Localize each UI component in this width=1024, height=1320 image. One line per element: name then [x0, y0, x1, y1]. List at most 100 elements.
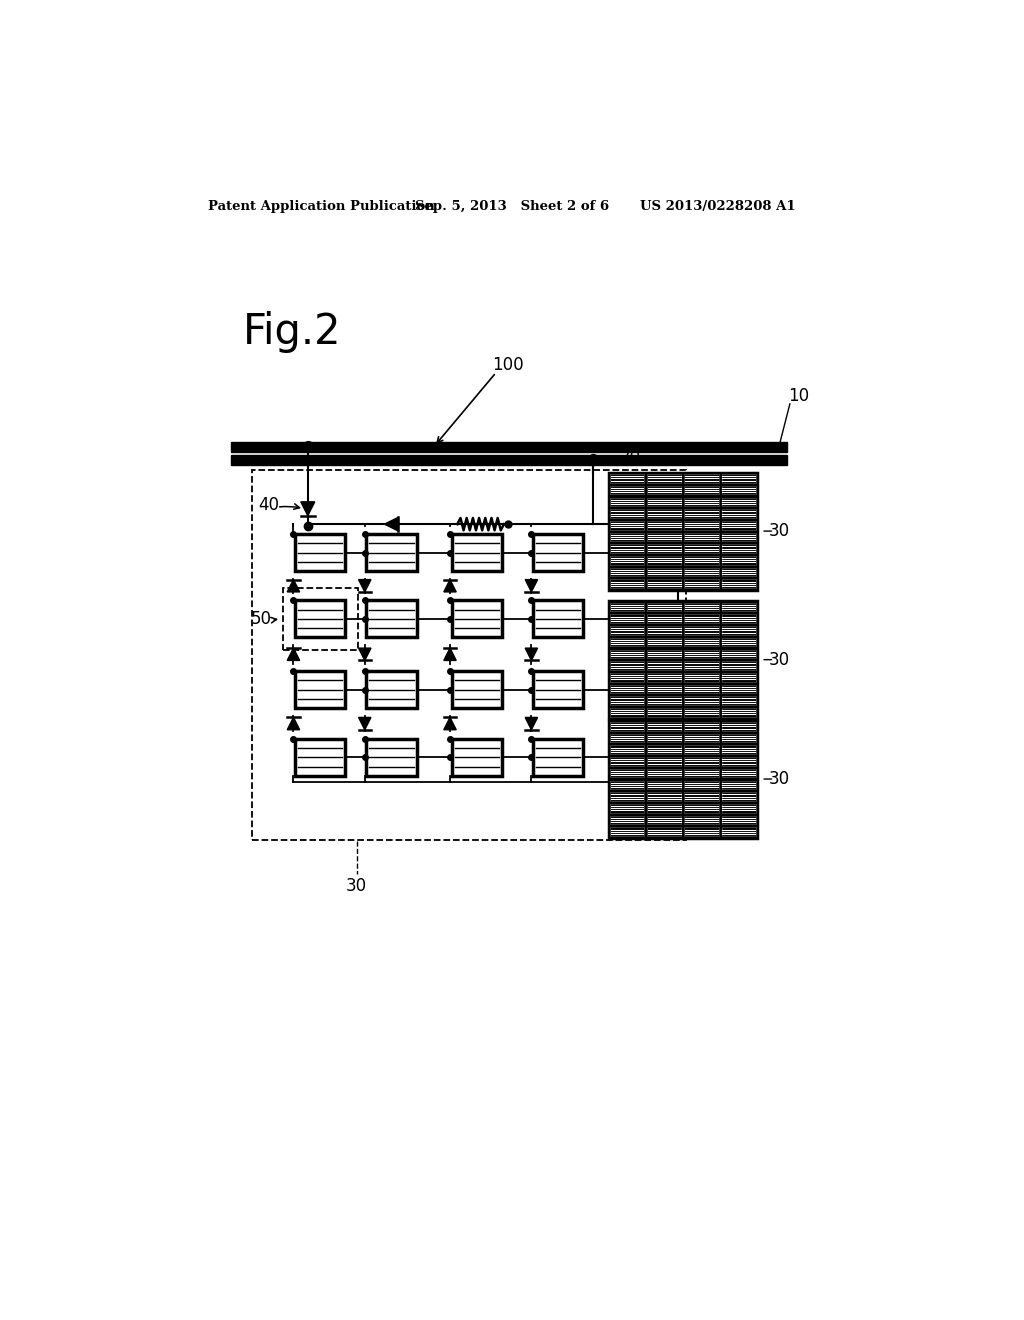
Bar: [452, 671, 502, 708]
Bar: [722, 828, 756, 836]
Bar: [610, 768, 644, 777]
Bar: [722, 626, 756, 635]
Bar: [608, 721, 758, 838]
Bar: [647, 614, 681, 623]
Bar: [610, 544, 644, 553]
Bar: [647, 673, 681, 681]
Bar: [295, 535, 345, 572]
Bar: [722, 661, 756, 669]
Bar: [610, 603, 644, 611]
Bar: [532, 671, 584, 708]
Bar: [684, 614, 719, 623]
Bar: [684, 768, 719, 777]
Bar: [722, 510, 756, 517]
Bar: [684, 673, 719, 681]
Bar: [647, 661, 681, 669]
Bar: [722, 544, 756, 553]
Bar: [610, 498, 644, 506]
Bar: [684, 521, 719, 529]
Polygon shape: [385, 517, 398, 531]
Bar: [684, 533, 719, 541]
Bar: [532, 535, 584, 572]
Bar: [610, 816, 644, 824]
Text: 20: 20: [621, 449, 641, 466]
Bar: [684, 734, 719, 742]
Bar: [647, 638, 681, 647]
Bar: [722, 556, 756, 565]
Bar: [684, 603, 719, 611]
Bar: [610, 722, 644, 731]
Bar: [610, 486, 644, 495]
Bar: [722, 579, 756, 589]
Bar: [532, 739, 584, 776]
Text: 100: 100: [492, 356, 523, 374]
Bar: [647, 544, 681, 553]
Bar: [610, 638, 644, 647]
Bar: [647, 649, 681, 659]
Bar: [367, 739, 417, 776]
Bar: [610, 649, 644, 659]
Bar: [684, 649, 719, 659]
Polygon shape: [358, 648, 371, 660]
Bar: [684, 626, 719, 635]
Bar: [722, 649, 756, 659]
Bar: [610, 521, 644, 529]
Bar: [647, 722, 681, 731]
Bar: [684, 804, 719, 813]
Bar: [231, 442, 786, 451]
Bar: [684, 816, 719, 824]
Polygon shape: [443, 648, 457, 660]
Bar: [610, 828, 644, 836]
Bar: [684, 685, 719, 693]
Text: Sep. 5, 2013   Sheet 2 of 6: Sep. 5, 2013 Sheet 2 of 6: [415, 199, 609, 213]
Bar: [722, 758, 756, 766]
Bar: [367, 671, 417, 708]
Bar: [647, 474, 681, 483]
Bar: [647, 746, 681, 754]
Bar: [610, 780, 644, 789]
Bar: [684, 697, 719, 705]
Text: 30: 30: [346, 876, 368, 895]
Polygon shape: [358, 718, 371, 730]
Bar: [295, 739, 345, 776]
Bar: [722, 673, 756, 681]
Bar: [647, 498, 681, 506]
Bar: [722, 804, 756, 813]
Bar: [722, 614, 756, 623]
Polygon shape: [288, 718, 300, 730]
Bar: [722, 685, 756, 693]
Bar: [722, 722, 756, 731]
Bar: [647, 734, 681, 742]
Bar: [647, 828, 681, 836]
Bar: [684, 568, 719, 577]
Bar: [684, 579, 719, 589]
Bar: [647, 758, 681, 766]
Bar: [722, 768, 756, 777]
Bar: [647, 568, 681, 577]
Polygon shape: [443, 579, 457, 591]
Bar: [647, 708, 681, 717]
Bar: [684, 661, 719, 669]
Bar: [647, 780, 681, 789]
Bar: [684, 780, 719, 789]
Polygon shape: [288, 648, 300, 660]
Bar: [722, 816, 756, 824]
Text: 30: 30: [769, 651, 791, 669]
Bar: [647, 816, 681, 824]
Bar: [647, 521, 681, 529]
Bar: [647, 685, 681, 693]
Bar: [647, 768, 681, 777]
Bar: [610, 614, 644, 623]
Bar: [722, 780, 756, 789]
Bar: [283, 589, 357, 649]
Bar: [647, 697, 681, 705]
Bar: [610, 556, 644, 565]
Bar: [722, 697, 756, 705]
Bar: [722, 486, 756, 495]
Bar: [684, 722, 719, 731]
Bar: [608, 601, 758, 718]
Bar: [684, 792, 719, 801]
Bar: [610, 568, 644, 577]
Bar: [367, 535, 417, 572]
Bar: [452, 601, 502, 638]
